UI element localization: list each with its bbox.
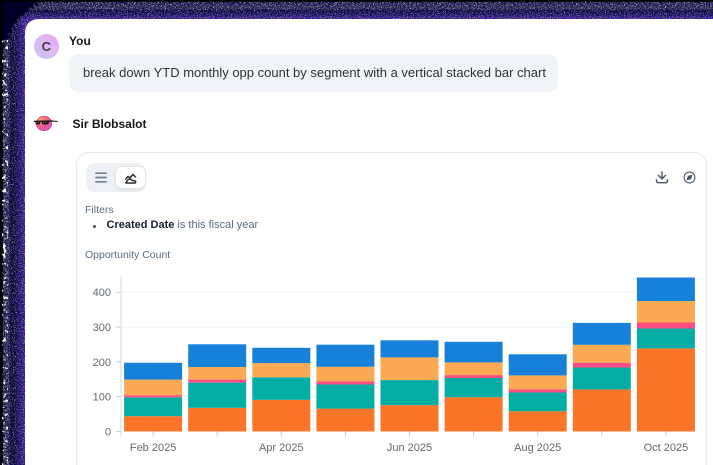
svg-text:Apr 2025: Apr 2025 bbox=[259, 442, 304, 454]
svg-text:Jun 2025: Jun 2025 bbox=[387, 442, 432, 454]
svg-text:0: 0 bbox=[105, 426, 111, 438]
svg-text:100: 100 bbox=[93, 392, 111, 404]
svg-text:400: 400 bbox=[93, 287, 111, 299]
svg-text:Oct 2025: Oct 2025 bbox=[644, 442, 689, 454]
svg-text:Feb 2025: Feb 2025 bbox=[130, 442, 176, 454]
svg-text:Aug 2025: Aug 2025 bbox=[514, 442, 561, 454]
svg-text:300: 300 bbox=[93, 322, 111, 334]
svg-text:200: 200 bbox=[93, 357, 111, 369]
